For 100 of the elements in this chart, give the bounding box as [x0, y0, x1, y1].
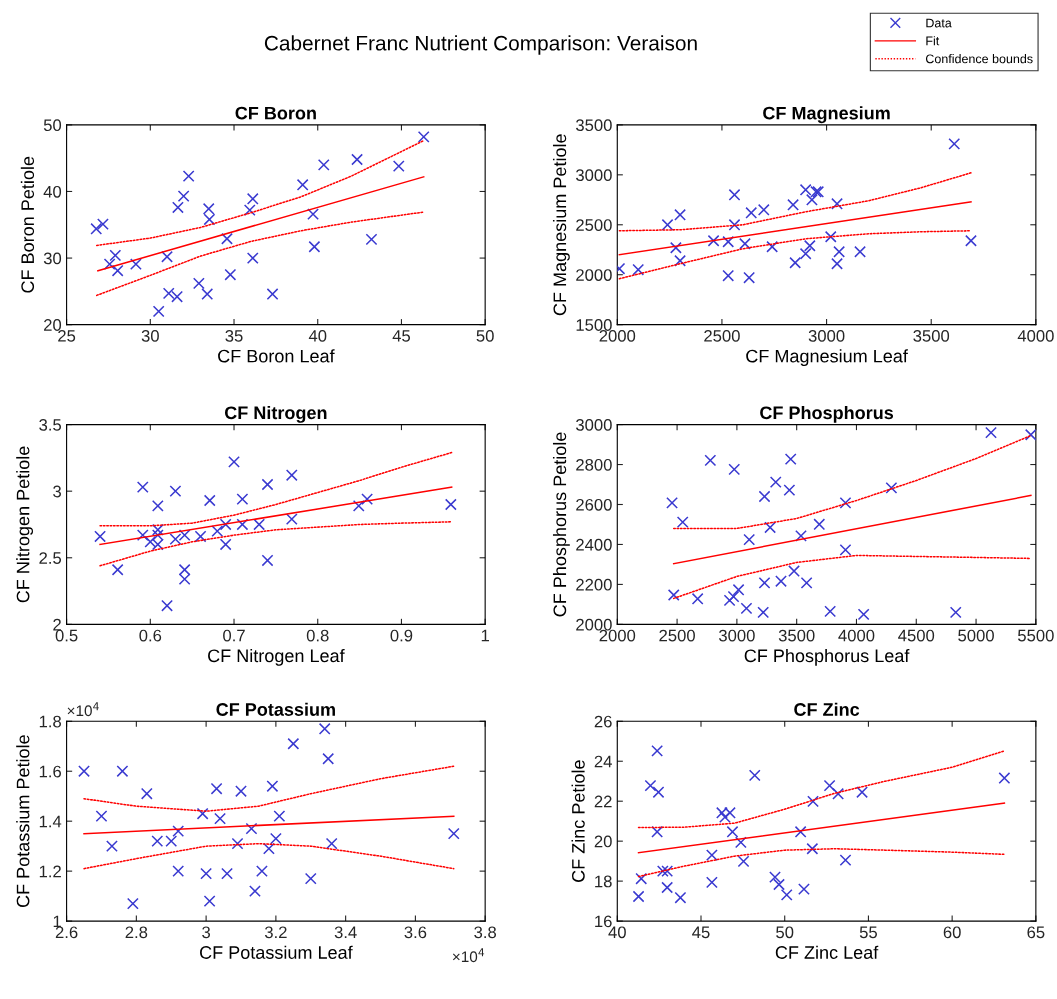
x-tick-label: 5000: [958, 629, 994, 642]
line-series: [99, 451, 453, 527]
y-tick-label: 3000: [575, 169, 612, 182]
x-tick-label: 35: [225, 329, 243, 342]
point: [95, 810, 108, 823]
point: [172, 201, 184, 214]
point: [800, 576, 813, 589]
point: [726, 825, 739, 838]
line-series: [99, 521, 453, 567]
point: [351, 153, 363, 166]
x-axis-title: CF Magnesium Leaf: [746, 349, 908, 367]
x-tick-label: 40: [608, 926, 626, 939]
y-tick-label: 22: [594, 795, 612, 808]
text: Cabernet Franc Nutrient Comparison: Veraison: [264, 35, 697, 55]
point: [723, 594, 736, 607]
y-tick-label: 2500: [576, 219, 612, 231]
point: [691, 592, 704, 605]
point: [743, 271, 756, 284]
point: [769, 871, 781, 884]
y-axis-title: CF Nitrogen Petiole: [16, 446, 34, 603]
y-tick-label: 2400: [576, 538, 612, 551]
point: [165, 835, 178, 848]
point: [839, 854, 852, 867]
point: [111, 563, 124, 576]
point: [787, 198, 800, 211]
y-axis-title: CF Zinc Petiole: [571, 760, 585, 882]
point: [235, 785, 247, 798]
point: [854, 245, 866, 258]
y-tick-label: 2200: [576, 578, 612, 591]
point: [803, 239, 816, 252]
point: [194, 530, 207, 543]
point: [219, 538, 232, 551]
chart-title: CF Nitrogen: [224, 405, 327, 423]
point: [287, 737, 300, 750]
point: [219, 518, 232, 531]
point: [794, 825, 807, 838]
x-axis-title: CF Boron Leaf: [218, 349, 335, 363]
x-tick-label: 55: [859, 926, 877, 939]
point: [656, 865, 669, 878]
point: [243, 204, 256, 217]
point: [856, 786, 868, 799]
chart-title: CF Boron: [235, 106, 316, 120]
point: [161, 250, 173, 263]
point: [758, 576, 771, 589]
point: [162, 287, 175, 300]
point: [151, 538, 164, 551]
point: [885, 481, 898, 494]
point: [151, 835, 164, 848]
y-axis-title: CF Phosphorus Petiole: [552, 432, 570, 617]
legend-label: Confidence bounds: [925, 54, 1033, 64]
point: [667, 589, 680, 601]
point: [249, 885, 261, 898]
point: [813, 518, 826, 531]
x-tick-label: 2.8: [125, 926, 148, 939]
point: [111, 264, 124, 277]
point: [169, 485, 182, 498]
chart-title: CF Potassium: [216, 702, 335, 716]
x-tick-label: 40: [308, 329, 327, 342]
point: [307, 208, 319, 221]
y-tick-label: 1.4: [39, 815, 62, 828]
point: [728, 463, 741, 476]
point: [824, 230, 837, 243]
x-tick-label: 0.6: [139, 629, 162, 642]
line-series: [95, 140, 424, 247]
point: [632, 263, 645, 276]
x-tick-label: 4500: [898, 629, 935, 642]
point: [789, 256, 802, 269]
point: [948, 137, 961, 150]
point: [764, 521, 777, 534]
x-tick-label: 3000: [808, 329, 845, 342]
point: [392, 160, 405, 173]
point: [109, 249, 122, 262]
point: [651, 825, 664, 838]
point: [704, 454, 717, 467]
point: [705, 876, 718, 889]
chart-title: CF Phosphorus: [760, 405, 894, 423]
y-tick-label: 20: [594, 835, 612, 848]
line-series: [83, 765, 455, 812]
point: [674, 254, 686, 267]
point: [224, 268, 237, 281]
point: [783, 484, 796, 497]
x-tick-label: 45: [392, 330, 411, 342]
point: [661, 881, 674, 894]
line-series: [672, 554, 1032, 600]
point: [831, 257, 843, 270]
line-series: [83, 842, 455, 870]
y-tick-label: 3.5: [39, 418, 62, 431]
point: [1024, 428, 1036, 441]
point: [136, 529, 149, 542]
point: [231, 837, 244, 850]
y-tick-label: 2800: [576, 458, 612, 471]
point: [318, 722, 331, 735]
point: [775, 575, 787, 588]
point: [839, 496, 852, 509]
point: [203, 494, 216, 507]
point: [722, 235, 735, 248]
text: ×10$^{4}$: [452, 948, 485, 963]
x-tick-label: 65: [1027, 926, 1045, 939]
point: [447, 827, 460, 840]
point: [136, 481, 149, 494]
